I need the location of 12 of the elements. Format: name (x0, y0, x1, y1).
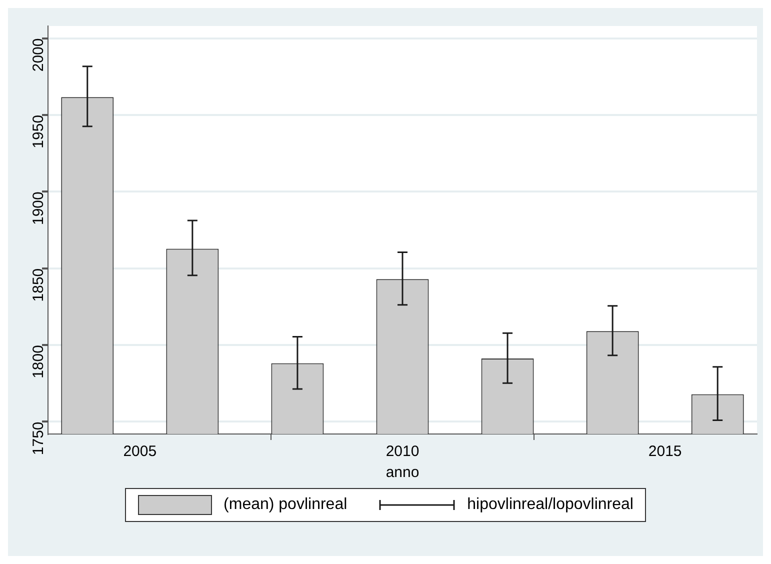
y-tick-label: 2000 (30, 38, 48, 72)
y-tick-label: 1850 (30, 268, 48, 302)
x-tick-label: 2005 (123, 443, 157, 460)
x-tick-label: 2015 (648, 443, 682, 460)
text: hipovlinreal/lopovlinreal (467, 496, 634, 514)
y-tick-label: 1900 (30, 192, 48, 226)
y-tick-label: 1950 (30, 114, 48, 148)
legend-label: (mean) povlinreal (224, 496, 348, 514)
y-tick-label: 1800 (30, 345, 48, 378)
y-tick-label: 1750 (30, 422, 48, 456)
x-tick-label: 2010 (386, 443, 420, 460)
x-axis-title: anno (386, 464, 420, 482)
